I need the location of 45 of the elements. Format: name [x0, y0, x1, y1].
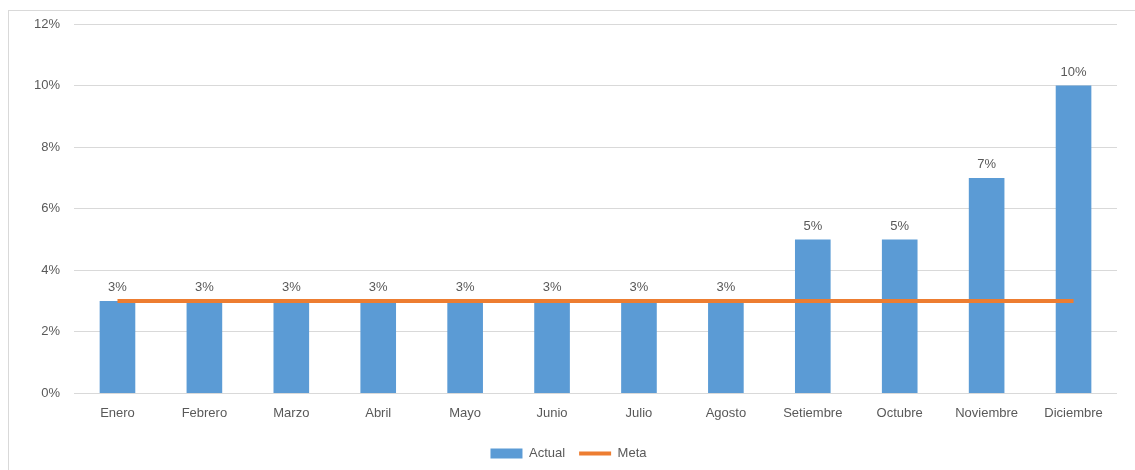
- x-tick-label: Junio: [536, 404, 568, 420]
- data-label: 10%: [1060, 63, 1087, 79]
- x-tick-label: Mayo: [449, 404, 482, 420]
- data-label: 3%: [194, 279, 215, 295]
- data-label: 5%: [890, 217, 910, 233]
- legend-label: Meta: [617, 445, 648, 461]
- bar: [273, 301, 310, 393]
- y-tick-label: 2%: [41, 323, 61, 339]
- bar: [99, 301, 136, 393]
- data-label: 5%: [803, 217, 823, 233]
- bar: [794, 239, 831, 393]
- x-tick-label: Enero: [100, 404, 135, 420]
- x-tick-label: Setiembre: [783, 404, 843, 420]
- data-label: 3%: [542, 279, 562, 295]
- bar: [1055, 85, 1092, 393]
- y-tick-label: 8%: [41, 138, 61, 154]
- x-tick-label: Noviembre: [955, 404, 1019, 420]
- x-tick-label: Agosto: [705, 404, 747, 420]
- x-tick-label: Julio: [625, 404, 653, 420]
- bar: [360, 301, 397, 393]
- y-tick-label: 12%: [33, 15, 61, 31]
- x-tick-label: Octubre: [876, 404, 923, 420]
- bar: [621, 301, 657, 393]
- data-label: 3%: [455, 279, 475, 295]
- bar: [708, 301, 744, 393]
- data-label: 7%: [977, 155, 997, 171]
- data-label: 3%: [368, 279, 389, 295]
- bar: [881, 239, 918, 393]
- x-tick-label: Febrero: [181, 404, 228, 420]
- data-label: 3%: [716, 279, 736, 295]
- x-tick-label: Diciembre: [1044, 404, 1103, 420]
- x-tick-label: Marzo: [273, 404, 310, 420]
- y-tick-label: 6%: [41, 200, 61, 216]
- data-label: 3%: [281, 279, 302, 295]
- legend-label: Actual: [528, 445, 566, 461]
- y-tick-label: 0%: [41, 384, 61, 400]
- bar: [186, 301, 223, 393]
- data-label: 3%: [629, 279, 649, 295]
- bar: [447, 301, 483, 393]
- y-tick-label: 10%: [33, 77, 61, 93]
- data-label: 3%: [108, 279, 128, 295]
- bar: [534, 301, 570, 393]
- bar: [968, 177, 1005, 393]
- x-tick-label: Abril: [365, 404, 392, 420]
- y-tick-label: 4%: [41, 261, 61, 277]
